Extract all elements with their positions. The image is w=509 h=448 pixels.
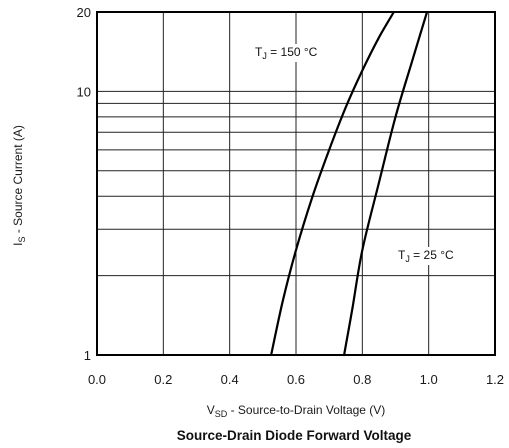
y-tick-labels: 1 10 20 (77, 5, 91, 363)
series-label-150c-background (253, 44, 320, 62)
series-label-25c: TJ = 25 °C (398, 248, 454, 264)
curve-25c (342, 10, 429, 357)
x-tick-label: 1.2 (486, 372, 504, 387)
x-tick-label: 0.4 (221, 372, 239, 387)
x-tick-label: 0.6 (287, 372, 305, 387)
x-tick-label: 0.8 (353, 372, 371, 387)
y-tick-label: 20 (77, 5, 91, 20)
plot-frame (96, 11, 496, 356)
chart-title: Source-Drain Diode Forward Voltage (177, 428, 412, 443)
x-tick-labels: 0.0 0.2 0.4 0.6 0.8 1.0 1.2 (88, 372, 504, 387)
x-axis-label: VSD - Source-to-Drain Voltage (V) (207, 403, 386, 419)
x-tick-label: 0.0 (88, 372, 106, 387)
y-axis-label: IS - Source Current (A) (11, 125, 27, 246)
y-tick-label: 1 (84, 348, 91, 363)
x-tick-label: 0.2 (154, 372, 172, 387)
grid-lines (96, 11, 496, 355)
series-label-150c: TJ = 150 °C (255, 45, 318, 61)
series-curves (270, 10, 429, 357)
series-label-25c-background (396, 247, 456, 265)
y-tick-label: 10 (77, 84, 91, 99)
curve-150c (270, 10, 395, 357)
x-tick-label: 1.0 (420, 372, 438, 387)
